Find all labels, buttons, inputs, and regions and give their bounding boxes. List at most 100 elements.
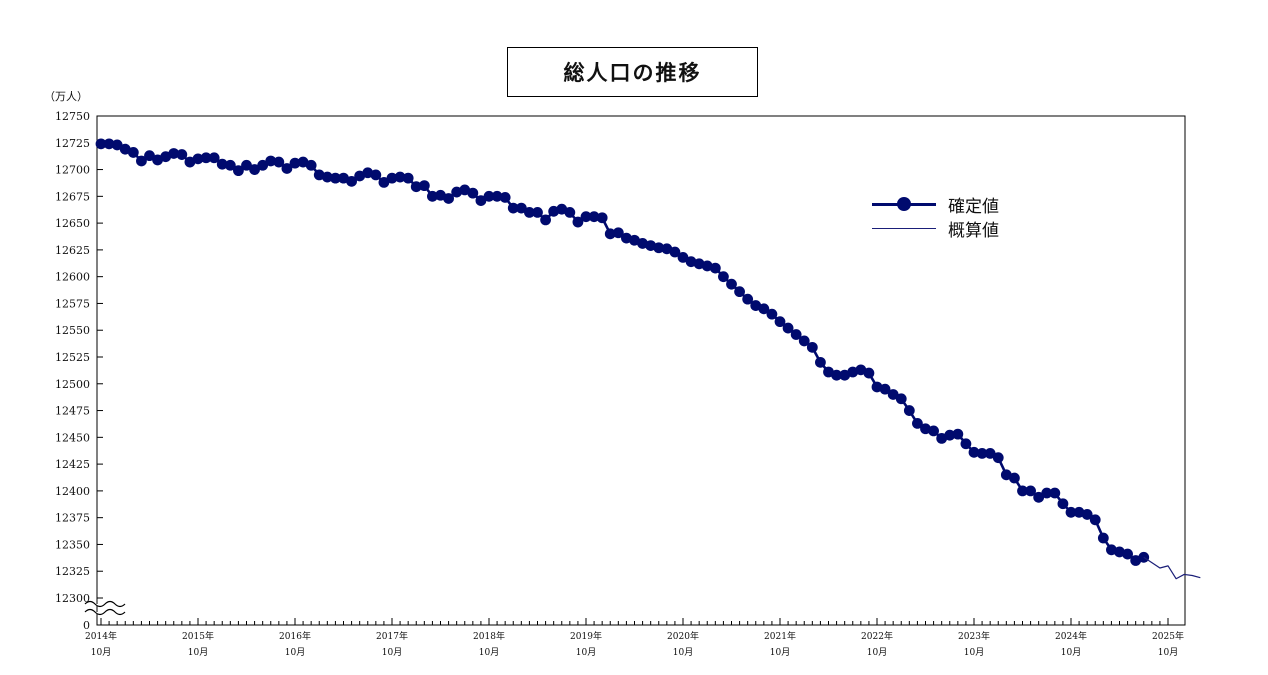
data-point-confirmed [750, 300, 762, 311]
data-point-confirmed [305, 159, 317, 171]
data-point-confirmed [661, 243, 673, 255]
data-point-confirmed [418, 180, 430, 192]
data-point-confirmed [1122, 548, 1133, 560]
data-point-confirmed [903, 405, 915, 416]
x-tick-label-year: 2019年 [570, 630, 602, 642]
x-tick-label-month: 10月 [479, 647, 499, 658]
data-point-confirmed [1114, 546, 1125, 558]
data-point-confirmed [224, 159, 236, 171]
data-point-confirmed [281, 163, 293, 174]
x-tick-label-month: 10月 [1061, 647, 1081, 658]
data-point-confirmed [1017, 485, 1028, 497]
y-tick-label: 12600 [55, 271, 90, 284]
plot-frame [96, 115, 1186, 626]
y-tick-label: 12625 [55, 244, 90, 257]
x-tick-label-year: 2015年 [182, 630, 214, 642]
data-point-confirmed [823, 366, 834, 378]
data-point-confirmed [1041, 487, 1053, 499]
y-tick-label: 12750 [55, 110, 90, 123]
y-tick-label: 12650 [55, 217, 90, 230]
data-point-confirmed [1138, 551, 1150, 563]
x-tick-label-year: 2024年 [1055, 630, 1087, 642]
data-point-confirmed [790, 329, 802, 340]
chart-title-box: 総人口の推移 [507, 47, 758, 97]
data-point-confirmed [685, 256, 697, 268]
y-tick-label: 12375 [55, 512, 90, 525]
y-axis-unit-label: （万人） [44, 90, 88, 103]
y-tick-label: 12525 [55, 351, 90, 364]
data-point-confirmed [265, 155, 277, 167]
x-tick-label-year: 2023年 [958, 630, 990, 642]
data-point-confirmed [540, 214, 551, 226]
data-point-confirmed [588, 211, 600, 223]
data-point-confirmed [499, 192, 511, 203]
data-point-confirmed [839, 369, 851, 381]
data-point-confirmed [701, 260, 713, 272]
axis-break-mark [84, 600, 126, 608]
data-point-confirmed [475, 195, 487, 207]
legend-item-confirmed: 確定値 [872, 192, 999, 217]
data-point-confirmed [435, 189, 446, 201]
x-tick-label-month: 10月 [285, 647, 305, 658]
data-point-confirmed [208, 152, 220, 164]
data-point-confirmed [855, 364, 867, 376]
data-point-confirmed [726, 278, 737, 290]
data-point-confirmed [491, 190, 503, 202]
data-point-confirmed [556, 203, 568, 215]
data-point-confirmed [1065, 506, 1077, 518]
data-point-confirmed [1073, 506, 1085, 518]
data-point-confirmed [936, 433, 948, 444]
data-point-confirmed [136, 155, 147, 167]
data-point-confirmed [330, 172, 341, 184]
data-point-confirmed [1049, 487, 1061, 499]
data-point-confirmed [920, 423, 931, 435]
y-zero-label: 0 [83, 619, 90, 632]
data-point-confirmed [564, 207, 576, 218]
data-point-confirmed [1081, 509, 1093, 520]
y-axis-labels: 12750 12725 12700 12675 12650 12625 12600 12575… [55, 110, 90, 632]
y-tick-label: 12475 [55, 405, 90, 418]
data-point-confirmed [1025, 485, 1036, 497]
x-tick-label-year: 2022年 [861, 630, 893, 642]
data-point-confirmed [103, 138, 115, 150]
data-point-confirmed [515, 202, 527, 214]
data-point-confirmed [960, 438, 972, 450]
data-point-confirmed [394, 171, 406, 183]
data-point-confirmed [984, 448, 996, 459]
data-point-confirmed [467, 187, 479, 199]
data-point-confirmed [976, 448, 988, 459]
data-point-confirmed [451, 186, 463, 198]
data-point-confirmed [410, 181, 422, 193]
series-line-estimate [1143, 556, 1201, 580]
x-tick-label-year: 2021年 [764, 630, 796, 642]
data-point-confirmed [362, 167, 374, 179]
x-tick-label-year: 2014年 [85, 630, 117, 642]
y-tick-label: 12350 [55, 538, 90, 551]
data-point-confirmed [200, 152, 212, 164]
data-point-confirmed [483, 190, 495, 202]
data-point-confirmed [758, 303, 770, 315]
data-point-confirmed [782, 322, 794, 334]
x-tick-label-year: 2020年 [667, 630, 699, 642]
data-point-confirmed [338, 172, 349, 184]
x-tick-label-year: 2018年 [473, 630, 505, 642]
y-tick-label: 12700 [55, 164, 90, 177]
data-point-confirmed [774, 316, 786, 328]
data-point-confirmed [742, 293, 754, 305]
chart-axes [84, 115, 1186, 626]
x-tick-label-month: 10月 [770, 647, 790, 658]
data-point-confirmed [346, 175, 357, 187]
data-point-confirmed [596, 212, 608, 224]
data-point-confirmed [815, 356, 826, 368]
data-point-confirmed [572, 216, 584, 228]
legend-item-estimate: 概算値 [872, 216, 999, 241]
data-point-confirmed [798, 335, 810, 347]
data-point-confirmed [669, 246, 681, 258]
data-point-confirmed [176, 149, 188, 160]
data-point-confirmed [766, 308, 778, 320]
axis-break-mark [84, 608, 126, 616]
data-point-confirmed [928, 425, 939, 437]
data-point-confirmed [992, 452, 1004, 464]
x-axis-labels: 2014年 10月 2015年 10月 2016年 10月 2017年 10月 2018年 10月… [85, 630, 1184, 658]
data-point-confirmed [847, 366, 859, 378]
